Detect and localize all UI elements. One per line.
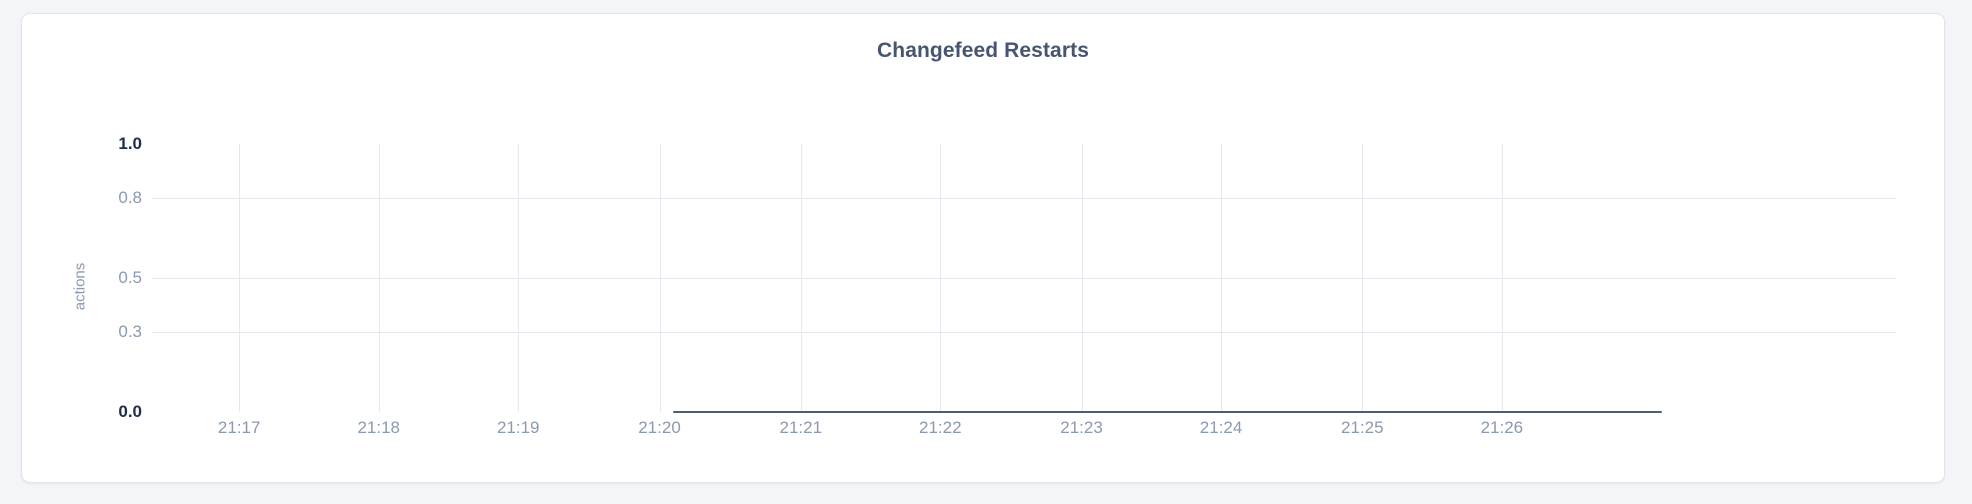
gridline-horizontal	[152, 331, 1896, 333]
gridline-vertical	[940, 144, 942, 412]
gridline-vertical	[1362, 144, 1364, 412]
y-axis-ticks: 1.0 0.8 0.5 0.3 0.0	[86, 134, 142, 421]
x-tick-label: 21:26	[1480, 418, 1524, 437]
x-tick-label: 21:23	[1060, 418, 1103, 437]
gridline-vertical	[800, 144, 802, 412]
gridline-vertical	[378, 144, 380, 412]
x-tick-label: 21:21	[779, 418, 823, 437]
gridline-vertical	[659, 144, 661, 412]
y-tick-label: 0.3	[118, 321, 142, 341]
x-tick-label: 21:17	[217, 418, 261, 437]
gridline-vertical	[518, 144, 520, 412]
y-tick-label: 0.8	[118, 187, 142, 207]
gridline-vertical	[1221, 144, 1223, 412]
plot-area	[152, 144, 1896, 413]
gridline-vertical	[1081, 144, 1083, 412]
y-tick-label: 1.0	[118, 134, 142, 153]
y-tick-label: 0.0	[118, 402, 142, 421]
gridline-vertical	[239, 144, 241, 412]
page-title: Changefeed Restarts	[877, 39, 1089, 62]
chart-card: Changefeed Restarts actions 1.0 0.8 0.5 0.3…	[21, 13, 1945, 483]
x-tick-label: 21:20	[638, 418, 681, 437]
x-tick-label: 21:19	[496, 418, 540, 437]
series-line	[673, 411, 1663, 413]
x-axis-ticks: 21:17 21:18 21:19 21:20 21:21 21:22 21:23 21:24…	[152, 418, 1896, 448]
gridline-horizontal	[152, 197, 1896, 199]
x-tick-label: 21:25	[1341, 418, 1384, 437]
x-tick-label: 21:24	[1199, 418, 1243, 437]
gridline-vertical	[1501, 144, 1503, 412]
y-tick-label: 0.5	[118, 268, 142, 287]
x-tick-label: 21:22	[919, 418, 962, 437]
gridline-horizontal	[152, 278, 1896, 279]
x-tick-label: 21:18	[357, 418, 400, 437]
